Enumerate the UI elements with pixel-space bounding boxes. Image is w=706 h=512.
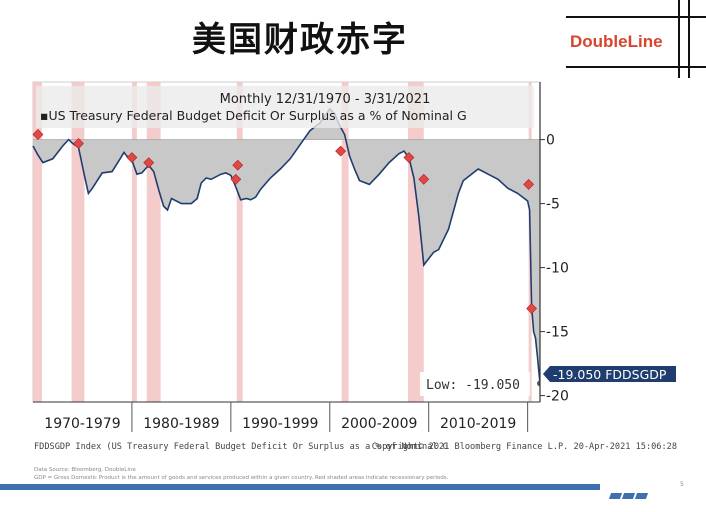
recession-marker-7 bbox=[403, 152, 415, 163]
recession-markers bbox=[32, 129, 538, 314]
bloomberg-index-footer: FDDSGDP Index (US Treasury Federal Budge… bbox=[34, 442, 448, 452]
low-label-panel bbox=[420, 372, 530, 396]
logo-text: DoubleLine bbox=[570, 32, 663, 51]
page-number: 5 bbox=[680, 481, 684, 488]
recession-marker-0 bbox=[32, 129, 44, 140]
y-axis-panel bbox=[540, 82, 616, 402]
recession-band-5 bbox=[341, 82, 349, 402]
deficit-area bbox=[33, 108, 540, 384]
recession-marker-9 bbox=[523, 178, 535, 190]
recession-band-3 bbox=[146, 82, 161, 402]
recession-marker-5 bbox=[232, 159, 244, 171]
logo-rule-vertical-b bbox=[688, 0, 690, 78]
doubleline-logo: DoubleLine bbox=[560, 26, 686, 66]
y-tick-label-2: -10 bbox=[546, 261, 569, 277]
last-value-tag bbox=[543, 366, 676, 382]
x-axis-panel bbox=[33, 402, 540, 436]
recession-band-1 bbox=[71, 82, 85, 402]
x-decade-label-3: 2000-2009 bbox=[341, 416, 417, 432]
x-decade-label-2: 1990-1999 bbox=[242, 416, 318, 432]
chart-legend-text: US Treasury Federal Budget Deficit Or Su… bbox=[48, 108, 466, 123]
y-tick-label-1: -5 bbox=[546, 197, 560, 213]
deficit-line bbox=[32, 107, 541, 384]
recession-marker-4 bbox=[230, 173, 242, 185]
logo-rule-bottom bbox=[566, 66, 706, 68]
y-tick-label-0: 0 bbox=[546, 133, 555, 149]
page-title: 美国财政赤字 bbox=[192, 20, 408, 60]
bloomberg-copyright-footer: Copyright© 2021 Bloomberg Finance L.P. 2… bbox=[372, 442, 677, 452]
x-decade-label-0: 1970-1979 bbox=[44, 416, 120, 432]
chart-header-panel bbox=[36, 86, 534, 128]
recession-marker-3 bbox=[143, 157, 155, 169]
chart-legend-entry: ▪US Treasury Federal Budget Deficit Or S… bbox=[40, 108, 467, 123]
y-tick-label-4: -20 bbox=[546, 389, 569, 405]
recession-marker-1 bbox=[73, 138, 84, 149]
y-tick-label-3: -15 bbox=[546, 325, 569, 341]
recession-band-0 bbox=[33, 82, 42, 402]
logo-rule-top bbox=[566, 16, 706, 18]
logo-rule-vertical-a bbox=[678, 0, 680, 78]
y-axis-ticks: 0 -5 -10 -15 -20 bbox=[540, 133, 569, 405]
recession-band-2 bbox=[131, 82, 137, 402]
x-decade-label-4: 2010-2019 bbox=[440, 416, 516, 432]
gdp-definition-note: GDP = Gross Domestic Product is the amou… bbox=[34, 475, 449, 481]
footer-accent-blocks bbox=[608, 484, 660, 499]
recession-band-4 bbox=[236, 82, 243, 402]
plot-frame bbox=[32, 81, 541, 403]
chart-header-date-range: Monthly 12/31/1970 - 3/31/2021 bbox=[220, 92, 431, 107]
recession-marker-2 bbox=[126, 152, 138, 163]
x-axis-decades: 1970-1979 1980-1989 1990-1999 2000-2009 2010… bbox=[44, 402, 529, 432]
data-source-note: Data Source: Bloomberg, DoubleLine bbox=[34, 467, 136, 473]
last-value-text: -19.050 FDDSGDP bbox=[553, 367, 667, 382]
recession-marker-10 bbox=[526, 303, 538, 314]
recession-marker-8 bbox=[418, 173, 430, 185]
x-decade-label-1: 1980-1989 bbox=[143, 416, 219, 432]
low-value-label: Low: -19.050 bbox=[426, 378, 520, 393]
footer-accent-bar bbox=[0, 484, 600, 490]
recession-marker-6 bbox=[335, 145, 347, 157]
